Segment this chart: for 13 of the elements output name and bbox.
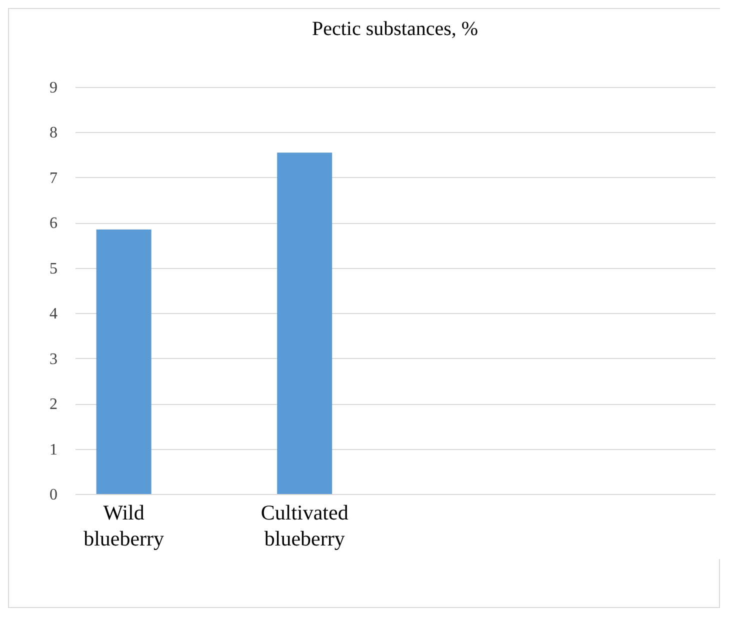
y-tick-label: 7 — [50, 170, 58, 187]
y-tick-label: 5 — [50, 260, 58, 278]
x-tick-label: Cultivated blueberry — [260, 500, 349, 550]
y-tick-label: 6 — [50, 215, 58, 232]
y-tick-label: 3 — [50, 350, 58, 368]
x-tick-label: Wild blueberry — [84, 500, 165, 550]
y-tick-label: 9 — [50, 80, 58, 96]
chart-title: Pectic substances, % — [312, 18, 478, 40]
y-tick-label: 2 — [50, 396, 58, 414]
y-tick-label: 8 — [50, 124, 58, 142]
y-tick-label: 4 — [50, 306, 58, 323]
y-tick-label: 0 — [50, 486, 58, 504]
y-tick-label: 1 — [50, 441, 58, 458]
